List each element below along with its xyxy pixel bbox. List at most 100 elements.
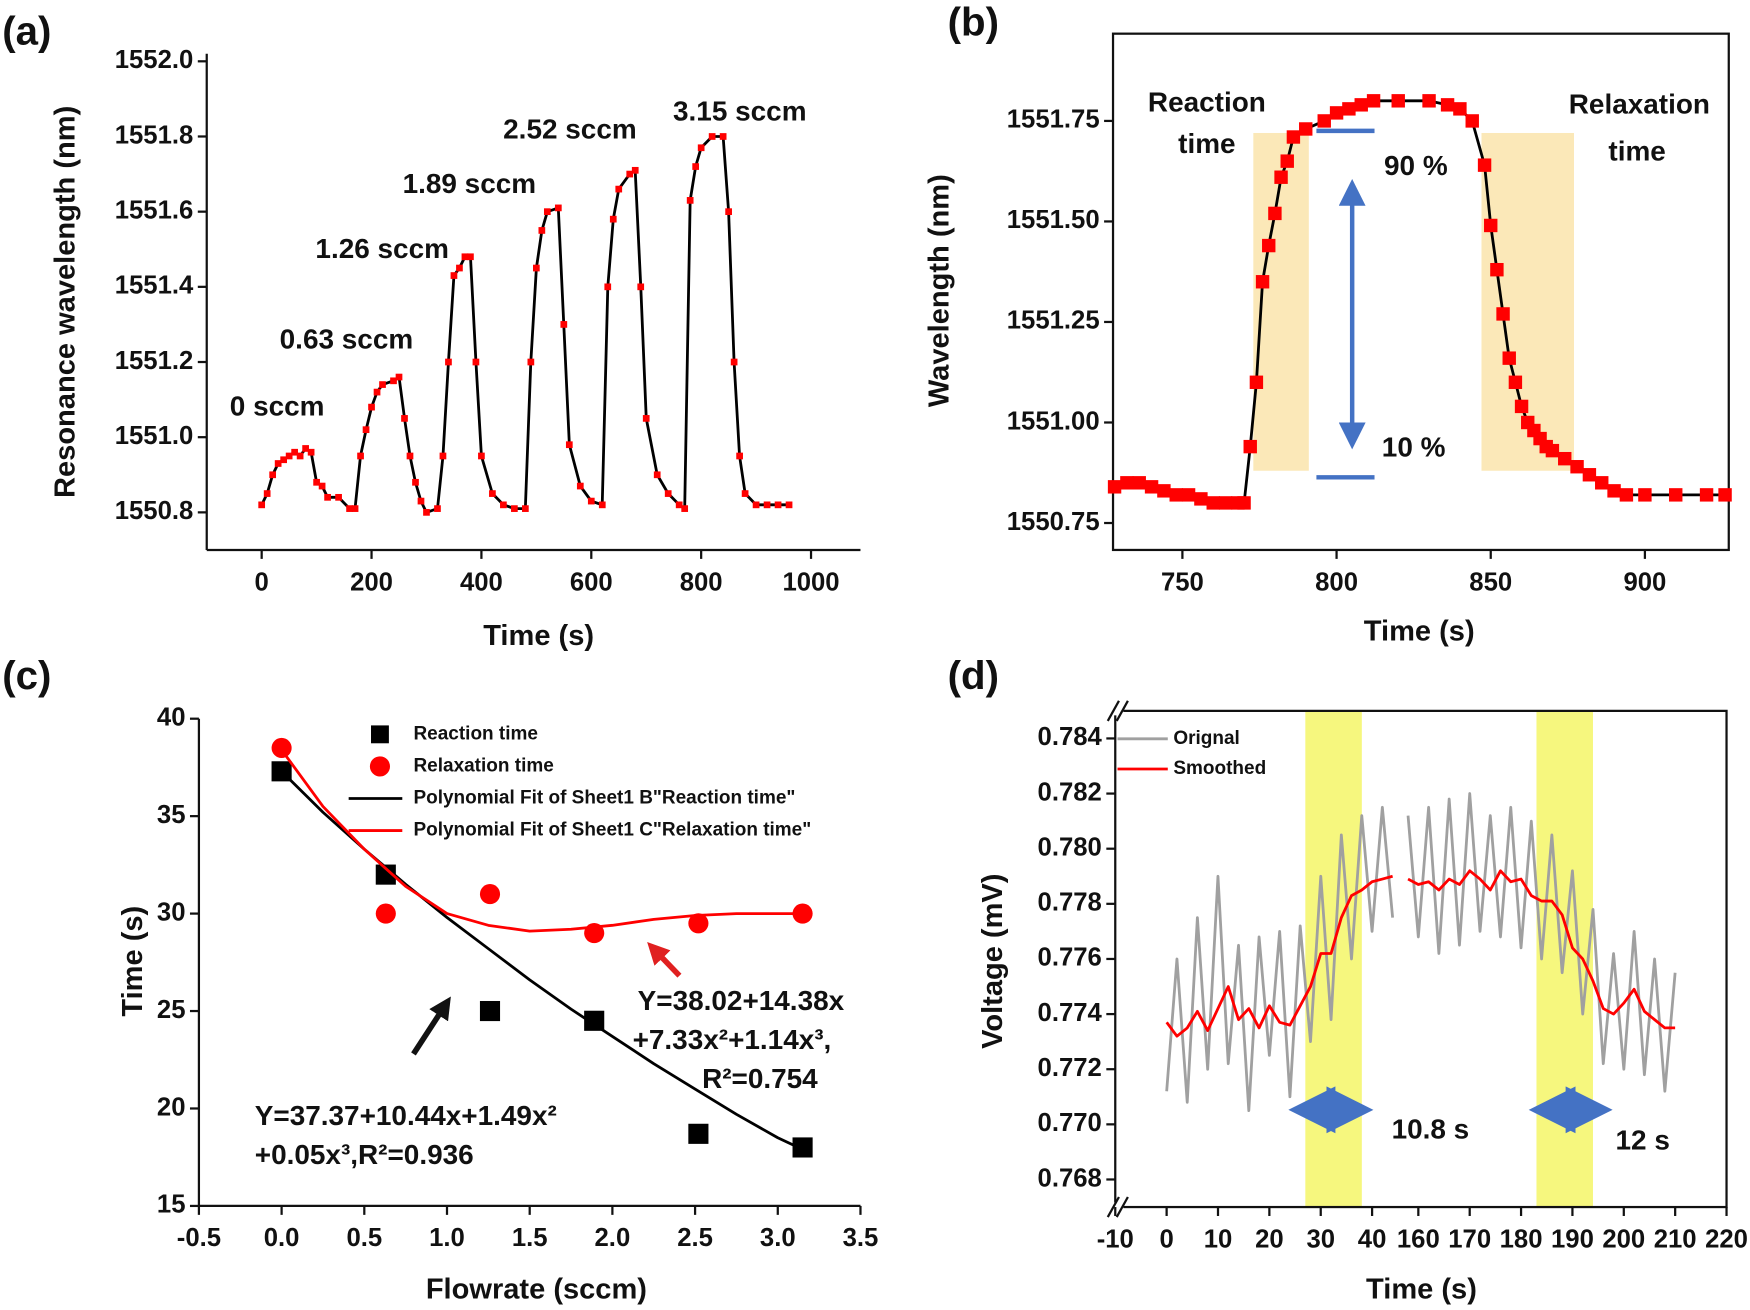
series-line: [1165, 869, 1676, 1038]
legend-label: Polynomial Fit of Sheet1 B"Reaction time…: [413, 788, 795, 809]
x-tick-label: 3.0: [760, 1224, 796, 1252]
data-point: [423, 509, 430, 516]
panel-label: (c): [2, 653, 51, 698]
x-tick-label: 200: [1602, 1225, 1645, 1253]
annotation: 10 %: [1382, 432, 1446, 463]
data-point: [686, 197, 694, 204]
data-point: [318, 482, 326, 490]
data-point: [500, 501, 507, 509]
axis-break-mark: [1106, 1196, 1120, 1218]
data-point: [1286, 130, 1301, 144]
data-point: [445, 358, 452, 366]
y-tick-label: 0.784: [1038, 723, 1103, 751]
x-tick-label: 0.0: [264, 1224, 300, 1252]
axis-break-mark: [1106, 700, 1120, 722]
data-point: [692, 163, 700, 170]
data-point: [395, 373, 403, 381]
data-point: [697, 144, 705, 152]
y-tick-label: 1552.0: [115, 46, 194, 74]
x-tick-label: 190: [1551, 1225, 1594, 1253]
series-line: [280, 749, 803, 933]
axis-break-mark: [1115, 700, 1129, 722]
x-axis-label: Time (s): [1364, 615, 1475, 647]
data-point: [615, 185, 623, 193]
annotation: +7.33x²+1.14x³,: [633, 1024, 832, 1055]
panel-label: (a): [2, 8, 51, 53]
data-point: [263, 490, 271, 497]
data-point: [401, 415, 408, 422]
legend-label: Polynomial Fit of Sheet1 C"Relaxation ti…: [413, 820, 811, 841]
data-point: [375, 864, 396, 885]
y-tick-label: 0.772: [1038, 1054, 1102, 1082]
data-point: [1132, 476, 1146, 490]
annotation: 1.26 sccm: [315, 233, 449, 264]
data-point: [774, 501, 782, 509]
data-point: [688, 913, 709, 934]
x-tick-label: 170: [1448, 1225, 1491, 1253]
data-point: [1558, 451, 1572, 466]
x-tick-label: 600: [570, 568, 613, 596]
data-point: [375, 903, 396, 924]
data-point: [637, 283, 645, 291]
data-point: [324, 493, 331, 501]
data-point: [1638, 488, 1652, 502]
data-point: [538, 227, 546, 234]
x-tick-label: 10: [1204, 1225, 1233, 1253]
y-tick-label: 25: [157, 996, 186, 1024]
data-point: [307, 448, 315, 456]
x-tick-label: 210: [1654, 1225, 1697, 1253]
data-point: [479, 884, 501, 905]
x-tick-label: 3.5: [843, 1224, 879, 1252]
x-axis-label: Time (s): [1366, 1274, 1477, 1306]
annotation: 12 s: [1616, 1125, 1670, 1156]
data-point: [1619, 488, 1634, 502]
data-point: [1144, 480, 1159, 494]
data-point: [522, 505, 529, 512]
data-point: [1169, 488, 1183, 502]
data-point: [1508, 375, 1523, 389]
y-tick-label: 1551.2: [115, 347, 194, 375]
data-point: [1249, 375, 1264, 389]
data-point: [373, 388, 381, 396]
data-point: [439, 452, 447, 460]
x-tick-label: 0: [255, 568, 269, 596]
annotation: +0.05x³,R²=0.936: [255, 1139, 474, 1170]
data-point: [489, 490, 496, 497]
y-tick-label: 1551.6: [115, 196, 194, 224]
annotation: Y=37.37+10.44x+1.49x²: [255, 1100, 557, 1131]
data-point: [467, 253, 474, 261]
annotation: 3.15 sccm: [673, 95, 807, 126]
data-point: [565, 441, 573, 449]
data-point: [357, 452, 364, 460]
annotation: R²=0.754: [702, 1063, 818, 1094]
data-point: [1342, 102, 1356, 116]
data-point: [604, 283, 612, 291]
data-point: [1502, 351, 1516, 365]
y-tick-label: 1550.75: [1007, 508, 1100, 536]
y-tick-label: 0.780: [1038, 833, 1102, 861]
data-point: [1268, 206, 1282, 221]
y-tick-label: 30: [157, 898, 186, 926]
data-point: [631, 166, 639, 174]
data-point: [351, 505, 359, 512]
annotation: Relaxation: [1569, 89, 1710, 120]
data-point: [271, 737, 292, 758]
data-point: [1496, 307, 1510, 321]
data-point: [785, 501, 793, 509]
data-point: [1120, 476, 1134, 490]
data-point: [434, 505, 441, 512]
data-point: [1107, 480, 1122, 494]
data-point: [1366, 94, 1381, 108]
y-tick-label: 1551.8: [115, 121, 194, 149]
data-point: [730, 358, 738, 366]
data-point: [1354, 98, 1368, 112]
data-point: [532, 264, 540, 272]
x-axis-label: Time (s): [483, 620, 594, 652]
x-tick-label: 2.5: [677, 1224, 713, 1252]
legend-swatch: [371, 725, 389, 744]
legend-label: Smoothed: [1173, 758, 1266, 779]
x-tick-label: 1.5: [512, 1224, 548, 1252]
data-point: [511, 505, 518, 512]
data-point: [1718, 488, 1732, 502]
